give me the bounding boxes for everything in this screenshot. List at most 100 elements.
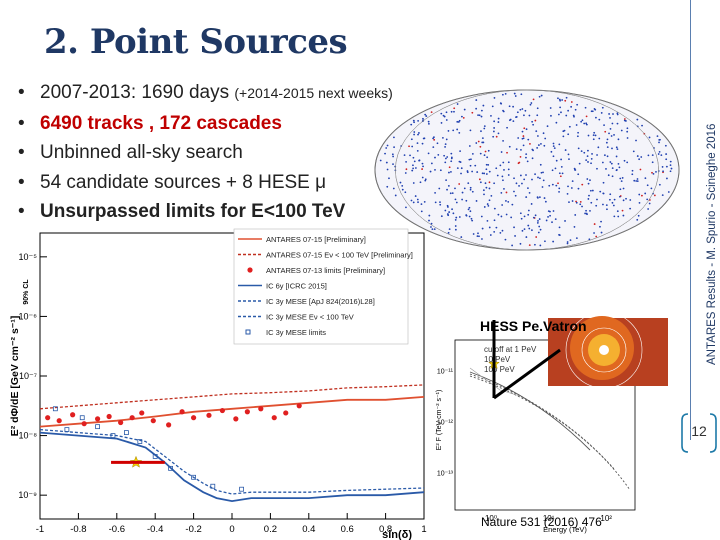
sky-event — [490, 115, 492, 117]
sky-event — [434, 192, 436, 194]
sky-event — [504, 92, 507, 95]
sky-event — [664, 144, 667, 147]
sky-event — [416, 198, 419, 201]
sky-event — [577, 187, 580, 190]
sky-event — [500, 191, 503, 194]
sky-event — [483, 193, 485, 196]
sky-event — [626, 137, 629, 139]
sky-event — [595, 235, 598, 238]
sky-event — [430, 222, 433, 225]
sky-event — [615, 169, 618, 172]
sky-event — [604, 130, 607, 133]
sky-event — [458, 216, 461, 218]
hess-y-tick-label: 10⁻¹³ — [437, 471, 454, 478]
hess-y-tick-label: 10⁻¹¹ — [437, 369, 454, 376]
sky-event — [505, 191, 508, 194]
sky-event — [530, 102, 533, 104]
sky-event — [513, 92, 516, 95]
sky-event — [558, 172, 561, 175]
sky-event — [392, 187, 395, 190]
sky-event — [405, 160, 407, 163]
sky-event — [481, 141, 484, 144]
sky-event — [609, 127, 612, 130]
sky-event — [583, 122, 586, 125]
sky-event — [446, 188, 448, 191]
sky-event — [536, 147, 539, 149]
sky-event — [537, 135, 539, 137]
series-point-2 — [179, 409, 185, 415]
sky-event — [439, 201, 441, 204]
sidebar-divider — [690, 0, 691, 440]
sky-event — [460, 236, 463, 238]
sky-event — [493, 230, 496, 233]
sky-event — [597, 146, 600, 149]
sky-event — [586, 155, 589, 158]
sky-event — [534, 119, 537, 122]
sky-event — [557, 97, 559, 100]
x-tick-label: 0 — [229, 524, 234, 535]
series-point-5 — [239, 486, 245, 492]
sky-event — [487, 164, 490, 166]
bullet-list: 2007-2013: 1690 days (+2014-2015 next we… — [14, 78, 393, 227]
sky-event — [636, 118, 639, 121]
sky-event — [609, 117, 611, 119]
sky-event — [626, 127, 629, 130]
sky-event — [570, 101, 573, 103]
sky-event — [621, 177, 624, 179]
sky-event — [573, 226, 576, 228]
hess-pevatron-label: HESS Pe.Vatron — [480, 318, 587, 334]
series-point-2 — [106, 413, 112, 420]
sky-event — [469, 186, 472, 189]
sky-event — [475, 200, 478, 202]
sky-event — [568, 158, 570, 161]
tracks-count: 6490 tracks — [40, 112, 144, 134]
sky-event — [507, 168, 510, 171]
sky-event — [439, 203, 442, 206]
sky-event — [603, 124, 605, 127]
x-tick-label: -1 — [36, 524, 44, 535]
sky-event — [548, 184, 551, 187]
sky-event — [418, 159, 421, 162]
sky-event — [566, 192, 569, 195]
sky-event — [625, 197, 627, 200]
series-point-2 — [283, 410, 289, 416]
sky-event — [417, 201, 419, 204]
sky-event — [545, 219, 548, 222]
sky-event — [499, 102, 502, 105]
sky-event — [613, 215, 616, 218]
sky-event — [559, 106, 562, 109]
sky-event — [432, 146, 435, 149]
sky-event — [575, 201, 578, 204]
sky-event — [479, 145, 482, 148]
x-tick-label: -0.2 — [185, 524, 201, 535]
sky-event — [636, 218, 639, 221]
sky-event — [584, 212, 587, 215]
sky-event — [483, 206, 486, 208]
sky-event — [485, 163, 488, 166]
sky-event — [488, 187, 491, 190]
sky-grid-meridian — [395, 89, 659, 251]
sky-event — [454, 198, 457, 201]
sky-event — [422, 165, 424, 168]
sky-event — [412, 201, 415, 204]
sky-event — [558, 98, 561, 101]
sky-event — [581, 183, 584, 186]
limits-axis-ticks: -1 -0.8 -0.6 -0.4 -0.2 0 0.2 0.4 0.6 0.8 1 10⁻⁹ 10⁻⁸… — [9, 252, 427, 540]
sky-event — [584, 106, 587, 109]
sky-event — [598, 118, 601, 121]
sky-event — [466, 170, 469, 172]
sky-event — [412, 164, 414, 167]
nature-reference: Nature 531 (2016) 476 — [481, 515, 602, 529]
sky-event — [641, 124, 643, 127]
sky-event — [658, 139, 661, 141]
limits-chart: -1 -0.8 -0.6 -0.4 -0.2 0 0.2 0.4 0.6 0.8 1 10⁻⁹ 10⁻⁸… — [9, 228, 427, 540]
sky-event — [648, 136, 651, 139]
sky-event — [540, 171, 543, 174]
series-point-2 — [233, 416, 239, 422]
hess-model-curve — [469, 371, 591, 451]
sky-event — [456, 120, 459, 123]
sky-event — [515, 182, 518, 185]
sky-event — [440, 215, 443, 218]
sky-event — [537, 231, 540, 234]
sky-event — [472, 233, 475, 235]
